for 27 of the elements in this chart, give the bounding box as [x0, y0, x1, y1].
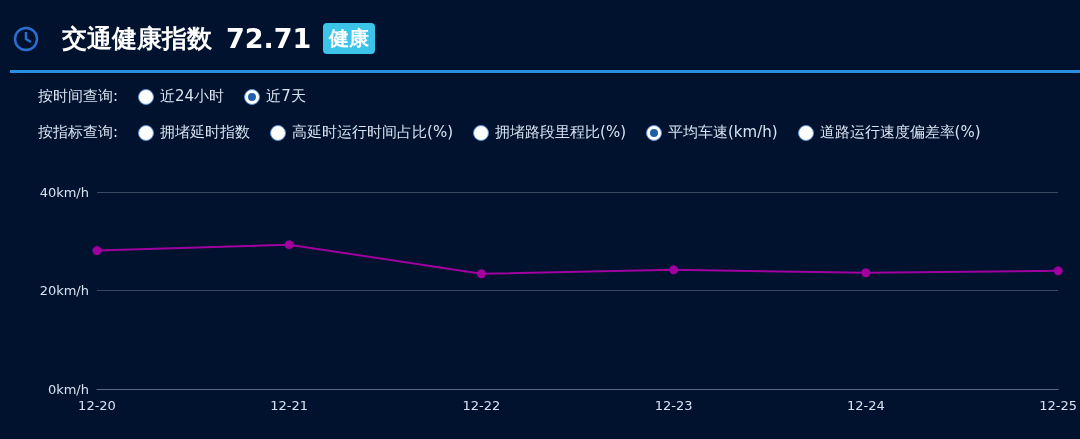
point: [92, 246, 102, 256]
x-tick-label: 12-24: [847, 398, 885, 413]
y-tick-label: 40km/h: [39, 184, 89, 200]
chart-title: 交通健康指数: [62, 23, 212, 55]
y-tick-label: 0km/h: [47, 381, 89, 397]
chart-subtitle: 72.71: [226, 23, 312, 54]
x-tick-label: 12-21: [270, 398, 309, 413]
text: 健康: [323, 23, 376, 54]
x-tick-label: 12-22: [462, 398, 501, 413]
x-tick-label: 12-25: [1039, 398, 1077, 413]
text: 道路运行速度偏差率(%): [819, 123, 981, 142]
point: [476, 269, 486, 279]
text: 按时间查询:: [38, 87, 119, 106]
text: 近7天: [266, 87, 306, 106]
point: [861, 268, 871, 278]
y-tick-label: 20km/h: [39, 283, 89, 298]
point: [1053, 266, 1063, 276]
point: [284, 240, 294, 250]
text: 拥堵路段里程比(%): [495, 123, 626, 142]
text: 近24小时: [160, 87, 225, 106]
text: 平均车速(km/h): [668, 123, 778, 142]
text: 按指标查询:: [38, 123, 119, 142]
text: 拥堵延时指数: [160, 123, 251, 142]
text: 高延时运行时间占比(%): [292, 123, 454, 142]
x-tick-label: 12-20: [78, 398, 116, 413]
point: [669, 265, 679, 275]
x-tick-label: 12-23: [654, 398, 693, 413]
